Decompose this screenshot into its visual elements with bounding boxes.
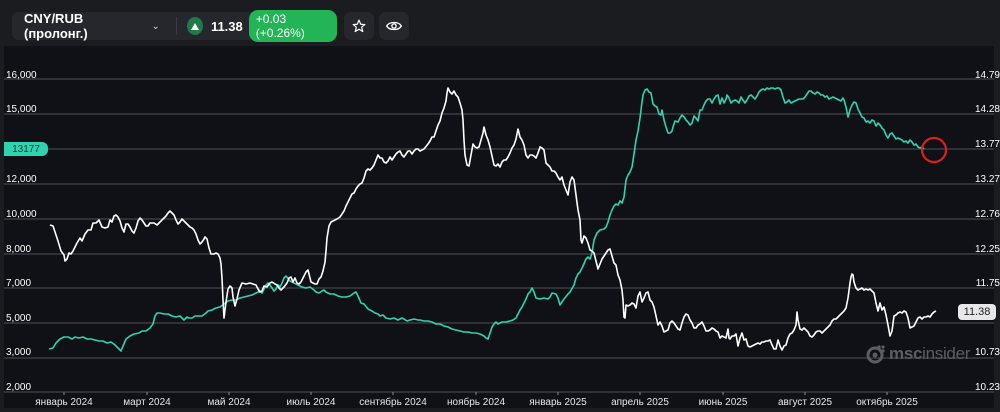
chart-toolbar: CNY/RUB (пролонг.) ⌄ 11.38 +0.03 (+0.26%… <box>0 0 1000 44</box>
x-tick: ноябрь 2024 <box>446 397 506 408</box>
msc-logo-icon <box>866 345 885 364</box>
left-axis-current-value-badge: 13177 <box>4 142 48 156</box>
chart-area[interactable] <box>4 46 994 408</box>
y-right-tick: 13.77 <box>974 139 1000 150</box>
y-left-tick: 15,000 <box>6 104 37 115</box>
x-tick: март 2024 <box>123 397 171 408</box>
y-right-tick: 10.23 <box>974 382 1000 393</box>
chevron-down-icon: ⌄ <box>151 20 160 32</box>
y-right-tick: 14.28 <box>974 104 1000 115</box>
y-right-tick: 11.75 <box>975 278 1000 289</box>
x-tick: май 2024 <box>207 397 251 408</box>
y-left-tick: 7,000 <box>6 278 32 289</box>
favorite-button[interactable] <box>344 12 374 40</box>
price-change-badge: +0.03 (+0.26%) <box>248 10 337 42</box>
x-tick: сентябрь 2024 <box>359 397 427 408</box>
y-left-tick: 16,000 <box>6 70 37 81</box>
watermark-brand-light: insider <box>922 344 971 363</box>
series-cnyrub-line <box>49 87 937 351</box>
y-left-tick: 12,000 <box>6 174 37 185</box>
series-comparison-line <box>48 87 925 352</box>
y-right-tick: 13.27 <box>974 174 1000 185</box>
x-tick: апрель 2025 <box>611 397 669 408</box>
x-tick: июль 2024 <box>286 397 336 408</box>
x-tick: октябрь 2025 <box>856 397 918 408</box>
last-price: 11.38 <box>210 18 243 34</box>
y-right-tick: 12.76 <box>974 209 1000 220</box>
y-left-tick: 10,000 <box>6 209 37 220</box>
y-left-tick: 2,000 <box>6 382 32 393</box>
y-left-tick: 8,000 <box>6 244 32 255</box>
star-icon <box>352 19 366 33</box>
highlight-circle-annotation <box>920 136 948 164</box>
right-axis-current-price-badge: 11.38 <box>958 304 996 320</box>
symbol-name: CNY/RUB (пролонг.) <box>24 11 88 41</box>
x-tick: август 2025 <box>777 397 833 408</box>
brand-watermark: msc insider <box>866 344 970 364</box>
x-tick: июнь 2025 <box>698 397 748 408</box>
y-right-tick: 14.79 <box>974 70 1000 81</box>
eye-icon <box>386 21 402 31</box>
price-up-icon <box>186 17 203 35</box>
divider <box>175 17 177 35</box>
y-left-tick: 3,000 <box>6 347 32 358</box>
visibility-button[interactable] <box>379 12 409 40</box>
x-tick: январь 2025 <box>529 397 587 408</box>
x-tick: январь 2024 <box>35 397 93 408</box>
symbol-selector[interactable]: CNY/RUB (пролонг.) ⌄ 11.38 +0.03 (+0.26%… <box>12 10 337 42</box>
y-right-tick: 10.73 <box>974 347 1000 358</box>
y-right-tick: 12.25 <box>974 244 1000 255</box>
watermark-brand-bold: msc <box>889 344 923 363</box>
y-left-tick: 5,000 <box>6 313 32 324</box>
gridlines <box>4 78 994 393</box>
